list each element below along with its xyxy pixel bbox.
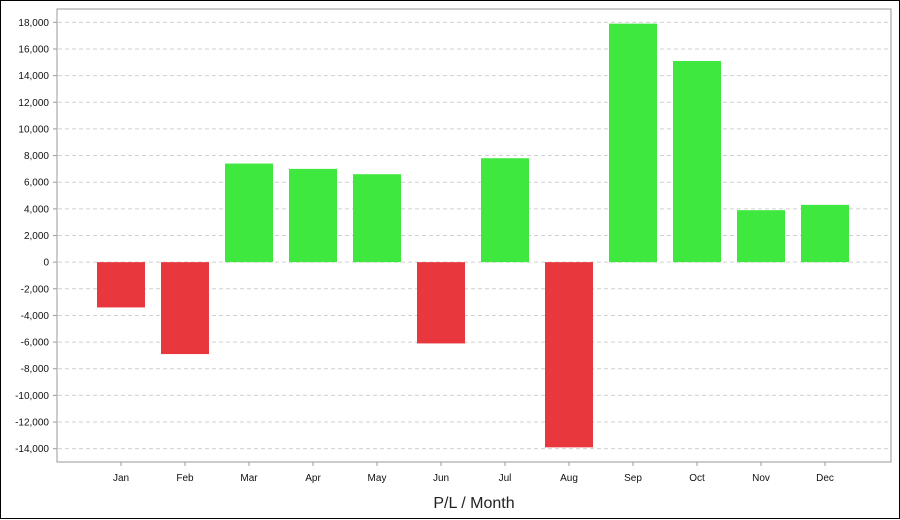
bars [97,23,849,448]
y-tick-label: 2,000 [24,231,49,242]
y-tick-label: 18,000 [18,18,49,29]
y-tick-label: -10,000 [15,391,49,402]
bar-nov [737,210,785,263]
x-tick-label: Sep [624,473,642,484]
x-tick-label: Apr [305,473,321,484]
bar-aug [545,262,593,448]
x-tick-label: Jul [499,473,512,484]
y-tick-label: 4,000 [24,204,49,215]
y-tick-label: -6,000 [21,338,50,349]
bar-feb [161,262,209,355]
bar-dec [801,204,849,263]
x-axis-ticks: Jan Feb Mar Apr May Jun Jul Aug Sep Oct Nov Dec [113,462,834,484]
x-axis-title: P/L / Month [433,495,514,512]
bar-jun [417,262,465,344]
x-tick-label: Oct [689,473,705,484]
bar-apr [289,168,337,263]
bar-jul [481,158,529,263]
x-tick-label: Feb [176,473,194,484]
y-tick-label: 12,000 [18,98,49,109]
y-tick-label: 16,000 [18,44,49,55]
x-tick-label: May [368,473,387,484]
bar-oct [673,60,721,263]
y-tick-label: 10,000 [18,124,49,135]
y-tick-label: 6,000 [24,178,49,189]
x-tick-label: Aug [560,473,578,484]
y-tick-label: 14,000 [18,71,49,82]
y-axis-ticks: 18,000 16,000 14,000 12,000 10,000 8,000 6,000… [15,18,57,455]
bar-may [353,174,401,263]
x-tick-label: Nov [752,473,770,484]
y-tick-label: -4,000 [21,311,50,322]
x-tick-label: Jan [113,473,129,484]
y-tick-label: -8,000 [21,364,50,375]
y-tick-label: -12,000 [15,418,49,429]
bar-jan [97,262,145,308]
x-tick-label: Jun [433,473,449,484]
y-tick-label: -14,000 [15,444,49,455]
bar-sep [609,23,657,263]
y-tick-label: 0 [43,258,49,269]
y-tick-label: 8,000 [24,151,49,162]
bar-mar [225,163,273,263]
y-tick-label: -2,000 [21,284,50,295]
x-tick-label: Dec [816,473,834,484]
x-tick-label: Mar [240,473,258,484]
